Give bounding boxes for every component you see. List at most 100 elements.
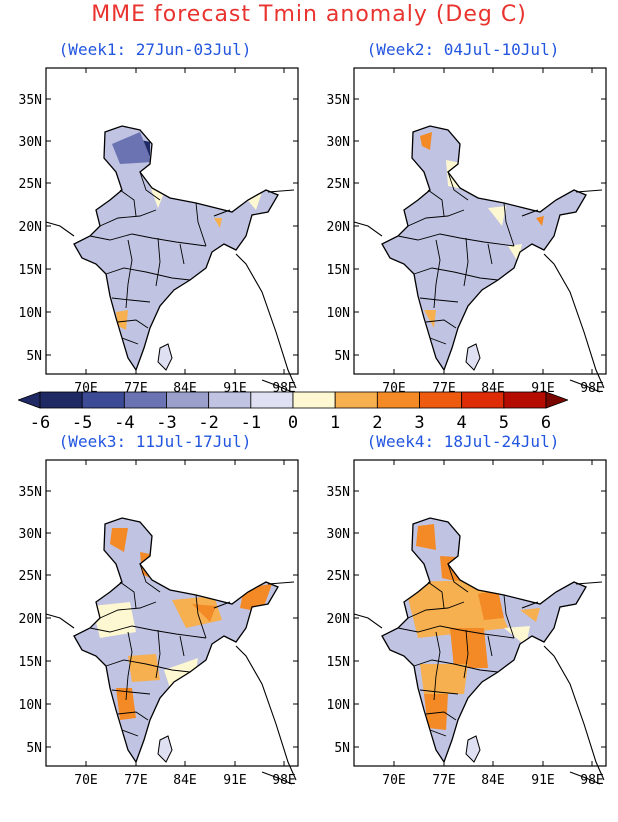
map-panel-week1: (Week1: 27Jun-03Jul) 70E 77E 84E 91E 98E 35N 3… bbox=[0, 40, 310, 430]
anomaly-region bbox=[520, 608, 540, 622]
map-panel-week4: (Week4: 18Jul-24Jul) 70E 77E 84E 91E 98E 35N 3… bbox=[308, 432, 618, 822]
state-boundary bbox=[179, 243, 185, 265]
coastline bbox=[575, 189, 603, 193]
anomaly-region bbox=[116, 310, 128, 330]
lon-tick-label: 70E bbox=[74, 773, 97, 788]
state-boundary bbox=[407, 601, 465, 619]
colorbar-swatch bbox=[208, 391, 252, 409]
anomaly-region bbox=[478, 590, 504, 620]
state-boundary bbox=[447, 563, 469, 593]
lat-tick-label: 30N bbox=[327, 135, 350, 150]
state-boundary bbox=[419, 297, 459, 303]
colorbar-tick-label: -3 bbox=[156, 413, 176, 433]
lat-tick-label: 25N bbox=[327, 177, 350, 192]
lat-tick-label: 30N bbox=[19, 527, 42, 542]
state-boundary bbox=[125, 631, 133, 701]
colorbar-tick-label: 3 bbox=[414, 413, 424, 433]
country-outline bbox=[73, 125, 279, 372]
coastline bbox=[261, 379, 293, 393]
state-boundary bbox=[139, 563, 161, 593]
lon-tick-label: 84E bbox=[173, 773, 196, 788]
state-boundary bbox=[487, 243, 493, 265]
lon-tick-label: 98E bbox=[272, 773, 295, 788]
state-boundary bbox=[487, 635, 493, 657]
state-boundary bbox=[397, 625, 515, 639]
state-boundary bbox=[463, 237, 469, 287]
state-boundary bbox=[111, 689, 151, 695]
state-boundary bbox=[463, 629, 469, 679]
coastline bbox=[521, 601, 539, 609]
colorbar-tick-label: -6 bbox=[30, 413, 50, 433]
colorbar-swatch bbox=[292, 391, 336, 409]
lat-tick-label: 15N bbox=[19, 655, 42, 670]
state-boundary bbox=[99, 209, 157, 227]
lon-tick-label: 70E bbox=[382, 773, 405, 788]
panel-title-week4: (Week4: 18Jul-24Jul) bbox=[366, 432, 560, 451]
lat-tick-label: 10N bbox=[327, 306, 350, 321]
panel-title-week3: (Week3: 11Jul-17Jul) bbox=[58, 432, 252, 451]
panel-title-week2: (Week2: 04Jul-10Jul) bbox=[366, 40, 560, 59]
coastline bbox=[235, 253, 297, 389]
colorbar-swatch bbox=[39, 391, 83, 409]
colorbar-tick-label: 4 bbox=[457, 413, 467, 433]
map-plot: 70E 77E 84E 91E 98E 35N 30N 25N 20N 15N 10N 5N bbox=[327, 459, 607, 788]
coastline bbox=[213, 601, 231, 609]
colorbar-swatch bbox=[461, 391, 505, 409]
lon-tick-label: 98E bbox=[580, 773, 603, 788]
panel-title-week1: (Week1: 27Jun-03Jul) bbox=[58, 40, 252, 59]
lat-tick-label: 15N bbox=[19, 263, 42, 278]
state-boundary bbox=[117, 711, 149, 721]
state-boundary bbox=[89, 625, 207, 639]
anomaly-region bbox=[112, 132, 152, 164]
lat-tick-label: 35N bbox=[19, 485, 42, 500]
map-panel-week3: (Week3: 11Jul-17Jul) 70E 77E 84E 91E 98E 35N 3… bbox=[0, 432, 310, 822]
colorbar-swatch bbox=[250, 391, 294, 409]
state-boundary bbox=[155, 629, 161, 679]
lat-tick-label: 5N bbox=[334, 349, 350, 364]
state-boundary bbox=[195, 202, 207, 247]
lat-tick-label: 5N bbox=[26, 741, 42, 756]
state-boundary bbox=[179, 635, 185, 657]
sri-lanka-outline bbox=[157, 735, 173, 763]
lat-tick-label: 10N bbox=[19, 306, 42, 321]
anomaly-region bbox=[110, 528, 128, 552]
state-boundary bbox=[111, 297, 151, 303]
lat-tick-label: 5N bbox=[26, 349, 42, 364]
state-boundary bbox=[413, 267, 499, 281]
lat-tick-label: 35N bbox=[327, 93, 350, 108]
colorbar-tick-label: -5 bbox=[72, 413, 92, 433]
lat-tick-label: 25N bbox=[19, 569, 42, 584]
state-boundary bbox=[105, 659, 191, 673]
coastline bbox=[543, 253, 605, 389]
lon-tick-label: 84E bbox=[481, 773, 504, 788]
coastline bbox=[261, 771, 293, 785]
colorbar-arrow-left bbox=[16, 391, 41, 409]
colorbar-tick-label: 2 bbox=[372, 413, 382, 433]
lat-tick-label: 10N bbox=[19, 698, 42, 713]
state-boundary bbox=[195, 594, 207, 639]
anomaly-region bbox=[420, 664, 468, 694]
lat-tick-label: 15N bbox=[327, 263, 350, 278]
colorbar-swatch bbox=[81, 391, 125, 409]
state-boundary bbox=[121, 337, 139, 345]
anomaly-region bbox=[450, 628, 488, 668]
anomaly-region bbox=[536, 216, 544, 226]
coastline bbox=[45, 221, 75, 237]
state-boundary bbox=[105, 267, 191, 281]
colorbar-tick-label: 6 bbox=[541, 413, 551, 433]
sri-lanka-outline bbox=[465, 735, 481, 763]
state-boundary bbox=[397, 233, 515, 247]
land-shading bbox=[382, 126, 586, 370]
colorbar-swatch bbox=[166, 391, 210, 409]
lon-tick-label: 77E bbox=[432, 773, 455, 788]
lon-tick-label: 91E bbox=[223, 773, 246, 788]
state-boundary bbox=[503, 594, 515, 639]
lat-tick-label: 20N bbox=[19, 612, 42, 627]
land-shading bbox=[74, 126, 278, 370]
state-boundary bbox=[155, 237, 161, 287]
lat-tick-label: 20N bbox=[327, 612, 350, 627]
state-boundary bbox=[427, 189, 445, 217]
lat-tick-label: 25N bbox=[327, 569, 350, 584]
colorbar-swatch bbox=[419, 391, 463, 409]
state-boundary bbox=[425, 319, 457, 329]
